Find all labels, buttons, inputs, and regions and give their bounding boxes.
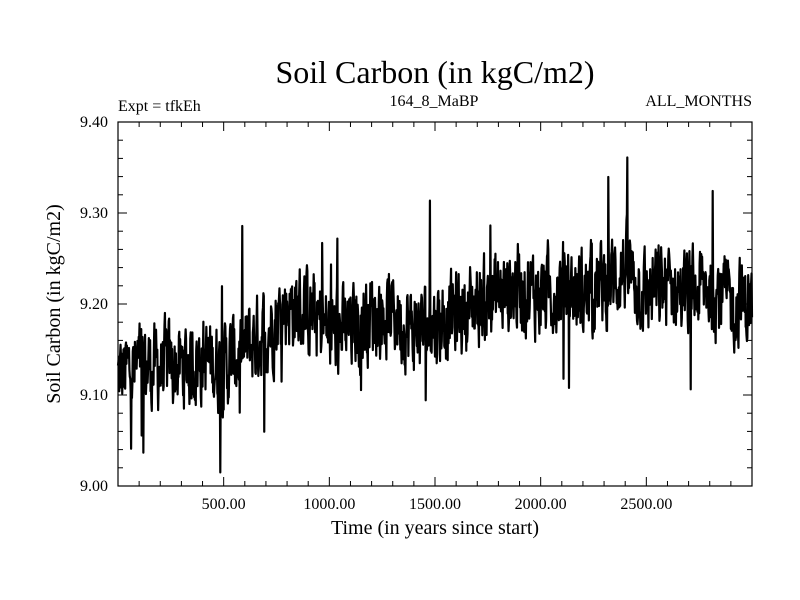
- ticks-layer: [118, 122, 752, 486]
- y-tick-label: 9.20: [80, 296, 108, 313]
- chart-title: Soil Carbon (in kgC/m2): [275, 54, 594, 90]
- subtitle-left: Expt = tfkEh: [118, 98, 201, 115]
- x-tick-label: 1000.00: [303, 496, 355, 513]
- series-layer: [116, 156, 754, 474]
- x-tick-label: 2500.00: [620, 496, 672, 513]
- y-tick-labels: 9.00 9.10 9.20 9.30 9.40: [80, 114, 108, 495]
- x-tick-label: 1500.00: [409, 496, 461, 513]
- series-line: [116, 156, 754, 474]
- x-axis-label: Time (in years since start): [331, 517, 539, 539]
- subtitle-right: ALL_MONTHS: [645, 93, 752, 110]
- y-axis-label: Soil Carbon (in kgC/m2): [43, 204, 65, 403]
- x-tick-labels: 500.00 1000.00 1500.00 2000.00 2500.00: [202, 496, 673, 513]
- x-tick-label: 500.00: [202, 496, 246, 513]
- subtitle-center: 164_8_MaBP: [390, 93, 479, 110]
- plot-area: 500.00 1000.00 1500.00 2000.00 2500.00 9.009…: [80, 114, 754, 513]
- y-tick-label: 9.40: [80, 114, 108, 131]
- x-tick-label: 2000.00: [515, 496, 567, 513]
- y-tick-label: 9.30: [80, 205, 108, 222]
- y-tick-label: 9.00: [80, 478, 108, 495]
- y-tick-label: 9.10: [80, 387, 108, 404]
